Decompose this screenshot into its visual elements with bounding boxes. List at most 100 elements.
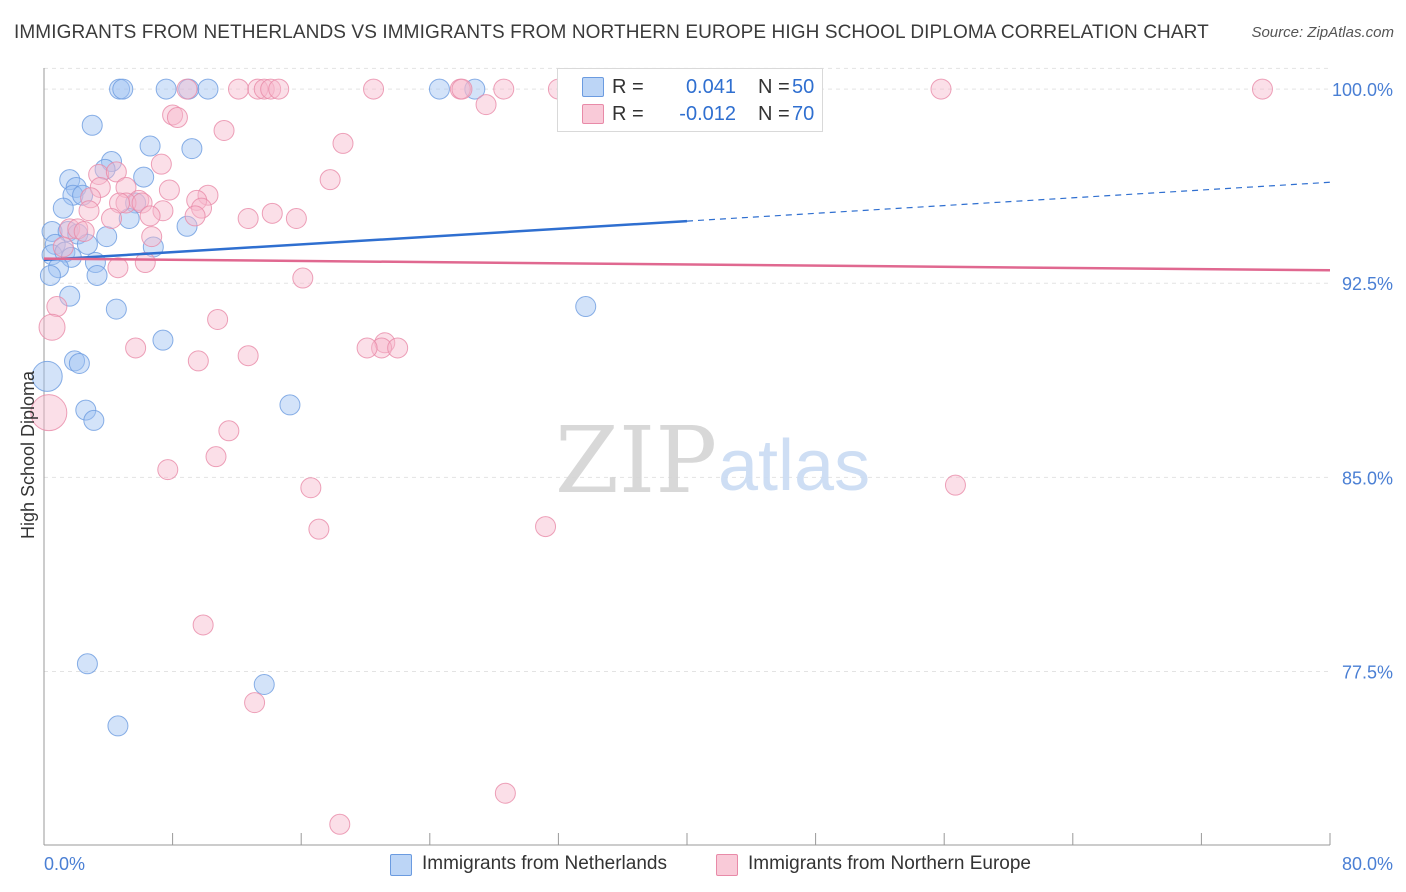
point-netherlands [133,166,155,188]
point-northern-europe [237,208,259,230]
legend-n-label: N = [758,103,790,125]
trend-extension-netherlands [686,181,1331,222]
point-northern-europe [300,477,322,499]
point-northern-europe [176,78,198,100]
legend-box: R = 0.041 N = 50 R = -0.012 N = 70 [557,68,823,132]
chart-title: IMMIGRANTS FROM NETHERLANDS VS IMMIGRANT… [14,22,1209,43]
axis-layer [43,68,1331,846]
point-northern-europe [125,337,147,359]
point-northern-europe [134,252,156,274]
point-netherlands [96,226,118,248]
trend-line-netherlands [43,219,688,262]
point-northern-europe [292,267,314,289]
point-netherlands [105,298,127,320]
point-netherlands [76,233,98,255]
trend-line-northern-europe [43,257,1331,272]
y-axis-title: High School Diploma [18,370,38,539]
point-netherlands [575,296,597,318]
bottom-legend-swatch-northern-europe [716,854,738,876]
point-northern-europe [493,78,515,100]
point-northern-europe [46,296,68,318]
point-northern-europe [371,337,393,359]
point-netherlands [197,78,219,100]
point-northern-europe [158,179,180,201]
point-netherlands [428,78,450,100]
point-northern-europe [387,337,409,359]
legend-r-label: R = [612,103,644,125]
y-tick-label: 77.5% [1342,663,1393,683]
point-northern-europe [1251,78,1273,100]
point-northern-europe [187,350,209,372]
watermark-zip: ZIP [555,407,717,514]
point-northern-europe [78,200,100,222]
bottom-legend-label-netherlands: Immigrants from Netherlands [422,853,667,874]
point-northern-europe [52,236,74,258]
legend-n-label: N = [758,76,790,98]
watermark-atlas: atlas [718,426,870,506]
watermark: ZIP atlas [555,407,870,514]
point-northern-europe [237,345,259,367]
point-netherlands [107,715,129,737]
point-northern-europe [131,192,153,214]
grid-layer [44,67,1330,673]
point-northern-europe [261,202,283,224]
points-layer [30,78,1273,835]
legend-r-label: R = [612,76,644,98]
point-northern-europe [152,200,174,222]
point-northern-europe [494,782,516,804]
point-northern-europe [30,394,68,432]
point-northern-europe [107,257,129,279]
point-northern-europe [150,153,172,175]
point-netherlands [72,184,94,206]
point-netherlands [112,78,134,100]
point-northern-europe [139,205,161,227]
point-netherlands [176,215,198,237]
point-netherlands [83,409,105,431]
point-northern-europe [356,337,378,359]
point-netherlands [52,197,74,219]
point-netherlands [139,135,161,157]
point-northern-europe [319,169,341,191]
point-northern-europe [184,205,206,227]
point-northern-europe [475,94,497,116]
point-netherlands [39,264,61,286]
point-northern-europe [197,184,219,206]
point-northern-europe [332,132,354,154]
legend-swatch-netherlands [582,77,604,97]
point-netherlands [86,264,108,286]
point-northern-europe [205,446,227,468]
y-tick-label: 100.0% [1332,80,1393,100]
point-northern-europe [207,308,229,330]
point-netherlands [181,138,203,160]
point-northern-europe [268,78,290,100]
point-netherlands [75,399,97,421]
point-northern-europe [141,226,163,248]
bottom-legend-swatch-netherlands [390,854,412,876]
point-northern-europe [451,78,473,100]
legend-swatch-northern-europe [582,104,604,124]
point-netherlands [68,352,90,374]
point-northern-europe [38,313,66,341]
point-northern-europe [166,107,188,129]
legend-n-value: 70 [792,103,815,125]
point-northern-europe [101,208,123,230]
point-northern-europe [115,192,137,214]
y-tick-label: 85.0% [1342,468,1393,488]
bottom-legend-label-northern-europe: Immigrants from Northern Europe [748,853,1031,874]
point-northern-europe [115,176,137,198]
legend-r-value: -0.012 [679,103,736,125]
point-northern-europe [329,813,351,835]
x-tick-label: 0.0% [44,854,85,874]
point-northern-europe [363,78,385,100]
point-northern-europe [192,614,214,636]
source-label: Source: ZipAtlas.com [1251,24,1394,41]
point-northern-europe [535,516,557,538]
point-netherlands [76,653,98,675]
legend-r-value: 0.041 [685,76,736,98]
point-northern-europe [213,119,235,141]
trend-layer [43,181,1331,272]
point-northern-europe [218,420,240,442]
point-northern-europe [244,692,266,714]
